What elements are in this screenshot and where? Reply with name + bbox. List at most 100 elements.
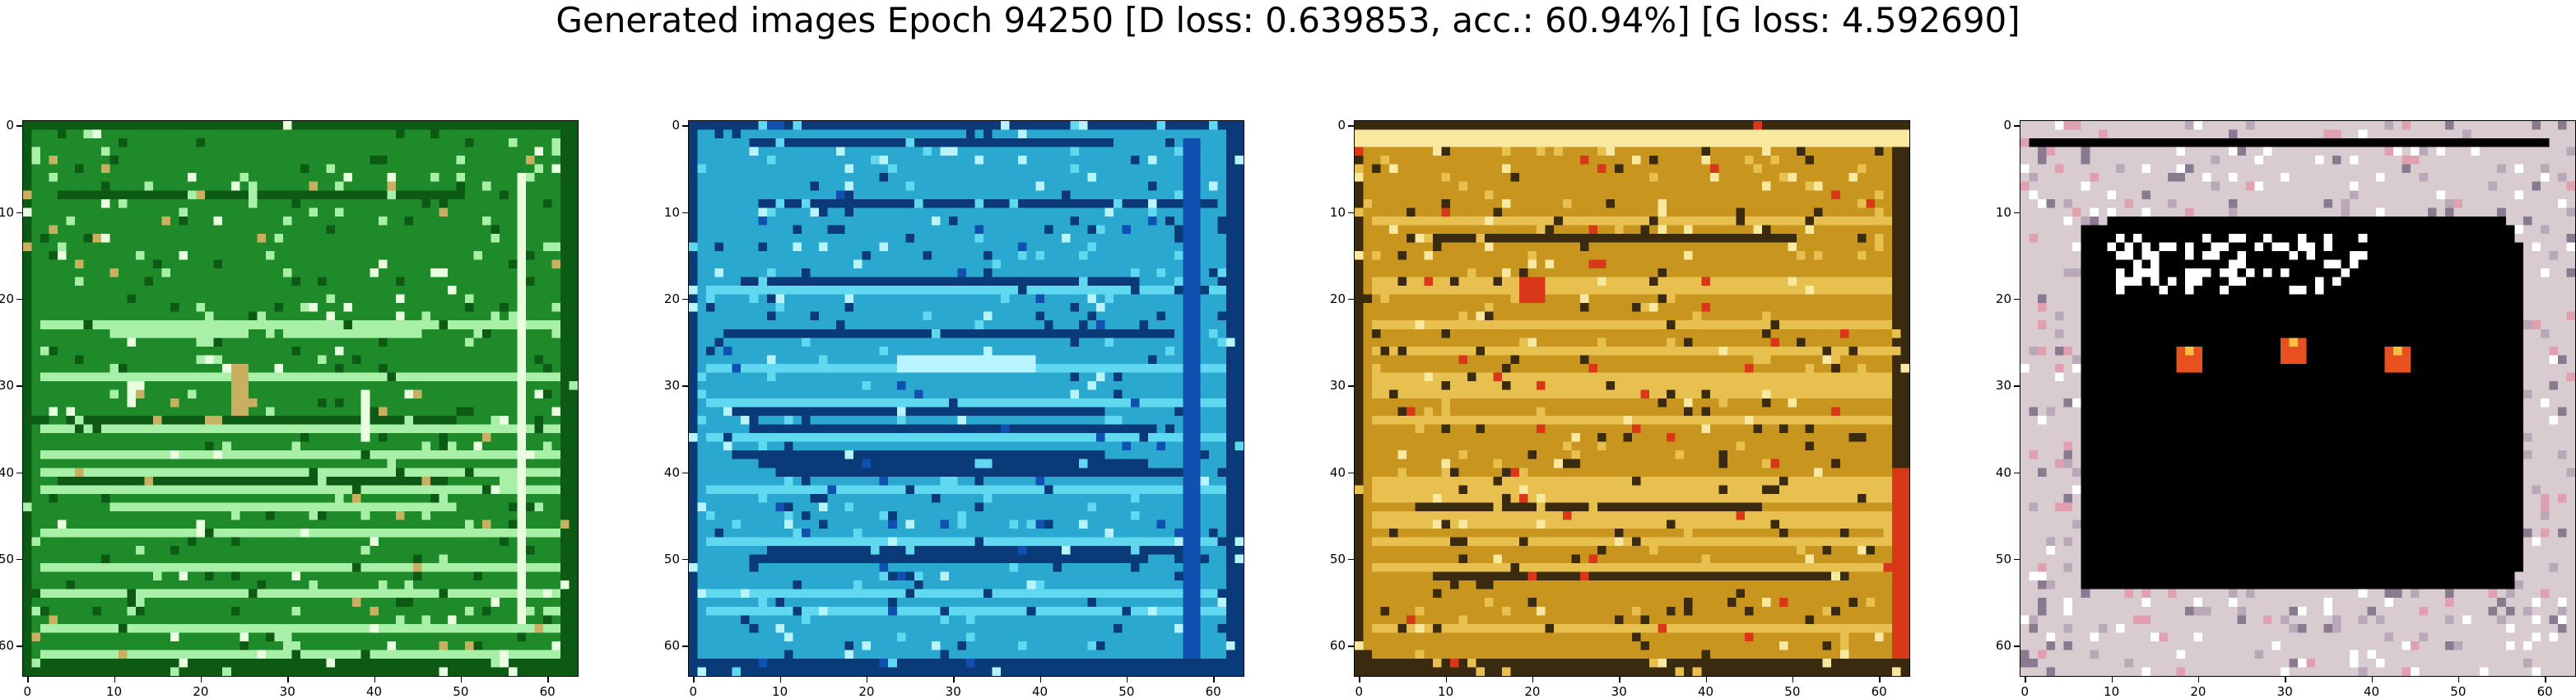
pixel bbox=[1104, 338, 1114, 347]
pixel bbox=[23, 190, 32, 199]
panel-3: 0 10 20 30 40 50 60 0 10 20 30 40 50 60 bbox=[1330, 119, 1910, 698]
pixel bbox=[1139, 433, 1149, 442]
pixel bbox=[914, 546, 923, 555]
pixel bbox=[2566, 147, 2575, 156]
pixel bbox=[2350, 181, 2359, 191]
pixel bbox=[2523, 320, 2532, 329]
pixel bbox=[309, 468, 319, 477]
pixel bbox=[853, 398, 863, 408]
pixel bbox=[1139, 320, 1149, 329]
pixel bbox=[387, 181, 396, 191]
pixel bbox=[1562, 198, 1572, 208]
pixel bbox=[2298, 286, 2307, 295]
pixel bbox=[370, 407, 379, 417]
pixel bbox=[326, 225, 336, 234]
pixel bbox=[758, 242, 767, 251]
pixel bbox=[1156, 311, 1166, 321]
streak-light bbox=[1372, 216, 1892, 226]
pixel bbox=[2237, 606, 2246, 616]
pixel bbox=[1165, 424, 1174, 434]
pixel bbox=[2038, 571, 2047, 581]
pixel bbox=[257, 650, 266, 659]
pixel bbox=[456, 407, 466, 417]
pixel bbox=[2375, 173, 2385, 182]
pixel bbox=[974, 198, 984, 208]
pixel bbox=[100, 164, 110, 174]
pixel bbox=[465, 520, 474, 529]
pixel bbox=[1684, 598, 1693, 607]
pixel bbox=[300, 164, 309, 174]
pixel bbox=[2445, 198, 2454, 208]
pixel bbox=[1070, 164, 1079, 174]
y-tick-mark bbox=[16, 385, 22, 387]
pixel bbox=[2280, 242, 2290, 251]
pixel bbox=[1035, 181, 1044, 191]
pixel bbox=[2245, 589, 2255, 599]
pixel bbox=[2566, 268, 2575, 277]
pixel bbox=[1131, 510, 1140, 520]
pixel bbox=[265, 329, 275, 338]
pixel bbox=[1217, 468, 1226, 477]
pixel bbox=[1217, 311, 1226, 321]
pixel bbox=[1632, 537, 1641, 547]
pixel bbox=[491, 225, 500, 234]
pixel bbox=[179, 250, 188, 260]
pixel bbox=[1087, 225, 1096, 234]
pixel bbox=[2540, 589, 2550, 599]
pixel bbox=[1510, 294, 1520, 304]
pixel bbox=[1519, 338, 1528, 347]
pixel bbox=[697, 416, 707, 425]
pixel bbox=[1467, 268, 1476, 277]
pixel bbox=[2020, 138, 2030, 147]
pixel bbox=[1165, 138, 1174, 147]
pixel bbox=[1831, 355, 1840, 364]
pixel bbox=[500, 476, 509, 486]
pixel bbox=[2462, 615, 2471, 624]
pixel bbox=[2280, 268, 2290, 277]
pixel bbox=[1104, 207, 1114, 217]
pixel bbox=[2029, 571, 2039, 581]
pixel bbox=[2523, 450, 2532, 459]
pixel bbox=[1389, 225, 1398, 234]
pixel bbox=[1736, 207, 1745, 217]
pixel bbox=[525, 606, 535, 616]
pixel bbox=[127, 338, 136, 347]
pixel bbox=[2150, 250, 2160, 260]
pixel bbox=[92, 233, 101, 243]
pixel bbox=[1078, 250, 1088, 260]
pixel bbox=[1458, 485, 1467, 494]
pixel bbox=[905, 485, 914, 494]
pixel bbox=[1874, 233, 1884, 243]
pixel bbox=[2402, 641, 2411, 650]
y-tick-label: 40 bbox=[1995, 464, 2011, 480]
pixel bbox=[49, 407, 58, 417]
pixel bbox=[1018, 242, 1027, 251]
pixel bbox=[1874, 632, 1884, 641]
pixel bbox=[508, 311, 518, 321]
pixel bbox=[1632, 424, 1641, 434]
pixel bbox=[1874, 147, 1884, 156]
pixel bbox=[1848, 173, 1858, 182]
pixel bbox=[1701, 476, 1710, 486]
pixel bbox=[213, 416, 223, 425]
pixel bbox=[2220, 242, 2229, 251]
pixel bbox=[1718, 346, 1727, 356]
pixel bbox=[905, 546, 914, 555]
pixel bbox=[1597, 338, 1607, 347]
pixel bbox=[2453, 198, 2463, 208]
pixel bbox=[1718, 485, 1727, 494]
y-tick-mark bbox=[682, 298, 688, 301]
pixel bbox=[2323, 259, 2333, 269]
pixel bbox=[1139, 459, 1149, 468]
pixel bbox=[1848, 537, 1858, 547]
pixel bbox=[1441, 198, 1450, 208]
pixel bbox=[2306, 242, 2316, 251]
streak-dark bbox=[758, 198, 1218, 208]
pixel bbox=[793, 225, 802, 234]
pixel bbox=[714, 129, 724, 139]
pixel bbox=[1701, 650, 1710, 659]
pixel bbox=[2228, 147, 2238, 156]
pixel bbox=[1805, 441, 1815, 451]
pixel bbox=[871, 546, 880, 555]
pixel bbox=[387, 190, 396, 199]
